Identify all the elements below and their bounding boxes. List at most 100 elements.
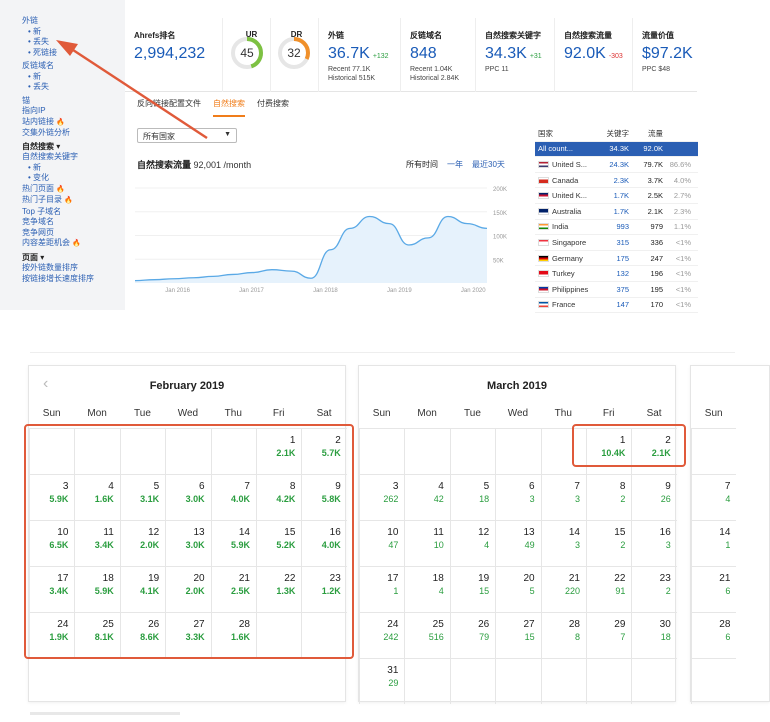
sidebar-item[interactable]: 锚: [22, 96, 125, 107]
calendar-day[interactable]: 2 5.7K: [301, 428, 347, 474]
country-select[interactable]: 所有国家 ▼: [137, 128, 237, 143]
calendar-day[interactable]: 12 2.0K: [119, 520, 166, 566]
sidebar-item[interactable]: • 新: [22, 72, 125, 83]
calendar-day[interactable]: 16 4.0K: [301, 520, 347, 566]
calendar-day[interactable]: [631, 658, 677, 704]
calendar-day[interactable]: 23 2: [631, 566, 677, 612]
calendar-day[interactable]: 20 5: [495, 566, 541, 612]
calendar-day[interactable]: 24 1.9K: [29, 612, 75, 658]
calendar-day[interactable]: [540, 658, 586, 704]
calendar-day[interactable]: 28 6: [691, 612, 737, 658]
sidebar-item[interactable]: 内容差距机会 🔥: [22, 238, 125, 250]
calendar-day[interactable]: 1 10.4K: [586, 428, 632, 474]
calendar-day[interactable]: 21 220: [540, 566, 586, 612]
time-range-option[interactable]: 一年: [447, 160, 463, 169]
tab-1[interactable]: 自然搜索: [213, 98, 245, 117]
calendar-day[interactable]: [404, 658, 450, 704]
calendar-day[interactable]: 7 4.0K: [210, 474, 256, 520]
sidebar-item[interactable]: • 新: [22, 27, 125, 38]
sidebar-item[interactable]: 按链接增长速度排序: [22, 274, 125, 285]
chevron-left-icon[interactable]: ‹: [43, 375, 49, 392]
calendar-day[interactable]: 19 15: [449, 566, 496, 612]
calendar-day[interactable]: 22 91: [586, 566, 632, 612]
calendar-day[interactable]: [74, 428, 120, 474]
calendar-day[interactable]: 25 516: [404, 612, 450, 658]
calendar-day[interactable]: 9 26: [631, 474, 677, 520]
calendar-day[interactable]: 4 1.6K: [74, 474, 120, 520]
calendar-day[interactable]: 8 4.2K: [256, 474, 302, 520]
calendar-day[interactable]: 26 79: [449, 612, 496, 658]
calendar-day[interactable]: 9 5.8K: [301, 474, 347, 520]
time-range-option[interactable]: 最近30天: [472, 160, 505, 169]
tab-0[interactable]: 反向链接配置文件: [137, 99, 201, 108]
sidebar-item[interactable]: 自然搜索关键字: [22, 152, 125, 163]
sidebar-item[interactable]: Top 子域名: [22, 207, 125, 218]
calendar-day[interactable]: 25 8.1K: [74, 612, 120, 658]
sidebar-item[interactable]: 指向IP: [22, 106, 125, 117]
country-row[interactable]: Canada 2.3K 3.7K 4.0%: [535, 173, 698, 189]
country-row[interactable]: Singapore 315 336 <1%: [535, 235, 698, 251]
calendar-day[interactable]: 19 4.1K: [119, 566, 166, 612]
tab-2[interactable]: 付费搜索: [257, 99, 289, 108]
sidebar-item[interactable]: 按外链数量排序: [22, 263, 125, 274]
calendar-day[interactable]: [449, 428, 496, 474]
calendar-day[interactable]: 23 1.2K: [301, 566, 347, 612]
calendar-day[interactable]: 11 3.4K: [74, 520, 120, 566]
calendar-day[interactable]: [540, 428, 586, 474]
calendar-day[interactable]: 5 18: [449, 474, 496, 520]
calendar-day[interactable]: 18 4: [404, 566, 450, 612]
calendar-day[interactable]: 10 47: [359, 520, 405, 566]
sidebar-item[interactable]: 交集外链分析: [22, 128, 125, 139]
calendar-day[interactable]: [495, 658, 541, 704]
calendar-day[interactable]: [495, 428, 541, 474]
sidebar-item[interactable]: • 变化: [22, 173, 125, 184]
calendar-day[interactable]: 15 5.2K: [256, 520, 302, 566]
sidebar-item[interactable]: • 新: [22, 163, 125, 174]
calendar-day[interactable]: [691, 428, 737, 474]
calendar-day[interactable]: 5 3.1K: [119, 474, 166, 520]
calendar-day[interactable]: 13 3.0K: [165, 520, 211, 566]
calendar-day[interactable]: 22 1.3K: [256, 566, 302, 612]
country-row[interactable]: United S... 24.3K 79.7K 86.6%: [535, 157, 698, 173]
calendar-day[interactable]: 4 42: [404, 474, 450, 520]
country-row[interactable]: Philippines 375 195 <1%: [535, 282, 698, 298]
country-row[interactable]: All count... 34.3K 92.0K: [535, 141, 698, 158]
calendar-day[interactable]: [691, 658, 737, 704]
country-row[interactable]: United K... 1.7K 2.5K 2.7%: [535, 188, 698, 204]
calendar-day[interactable]: 28 8: [540, 612, 586, 658]
calendar-day[interactable]: [586, 658, 632, 704]
sidebar-item[interactable]: 站内链接 🔥: [22, 117, 125, 129]
calendar-day[interactable]: [165, 428, 211, 474]
sidebar-item[interactable]: 热门子目录 🔥: [22, 195, 125, 207]
calendar-day[interactable]: 3 5.9K: [29, 474, 75, 520]
calendar-day[interactable]: 29 7: [586, 612, 632, 658]
calendar-day[interactable]: [301, 612, 347, 658]
country-row[interactable]: Germany 175 247 <1%: [535, 251, 698, 267]
calendar-day[interactable]: [404, 428, 450, 474]
country-row[interactable]: Turkey 132 196 <1%: [535, 266, 698, 282]
sidebar-item[interactable]: 热门页面 🔥: [22, 184, 125, 196]
calendar-day[interactable]: 31 29: [359, 658, 405, 704]
sidebar-item[interactable]: • 丢失: [22, 37, 125, 48]
calendar-day[interactable]: 21 2.5K: [210, 566, 256, 612]
calendar-day[interactable]: 10 6.5K: [29, 520, 75, 566]
time-range-option[interactable]: 所有时间: [406, 160, 438, 169]
calendar-day[interactable]: 17 3.4K: [29, 566, 75, 612]
calendar-day[interactable]: 14 5.9K: [210, 520, 256, 566]
calendar-day[interactable]: 17 1: [359, 566, 405, 612]
calendar-day[interactable]: 26 8.6K: [119, 612, 166, 658]
calendar-day[interactable]: 18 5.9K: [74, 566, 120, 612]
sidebar-item[interactable]: 外链: [22, 16, 125, 27]
calendar-day[interactable]: 20 2.0K: [165, 566, 211, 612]
calendar-day[interactable]: 24 242: [359, 612, 405, 658]
calendar-day[interactable]: 27 15: [495, 612, 541, 658]
sidebar-item[interactable]: 竞争网页: [22, 228, 125, 239]
calendar-day[interactable]: [29, 428, 75, 474]
calendar-day[interactable]: 28 1.6K: [210, 612, 256, 658]
calendar-day[interactable]: 13 49: [495, 520, 541, 566]
calendar-day[interactable]: 1 2.1K: [256, 428, 302, 474]
